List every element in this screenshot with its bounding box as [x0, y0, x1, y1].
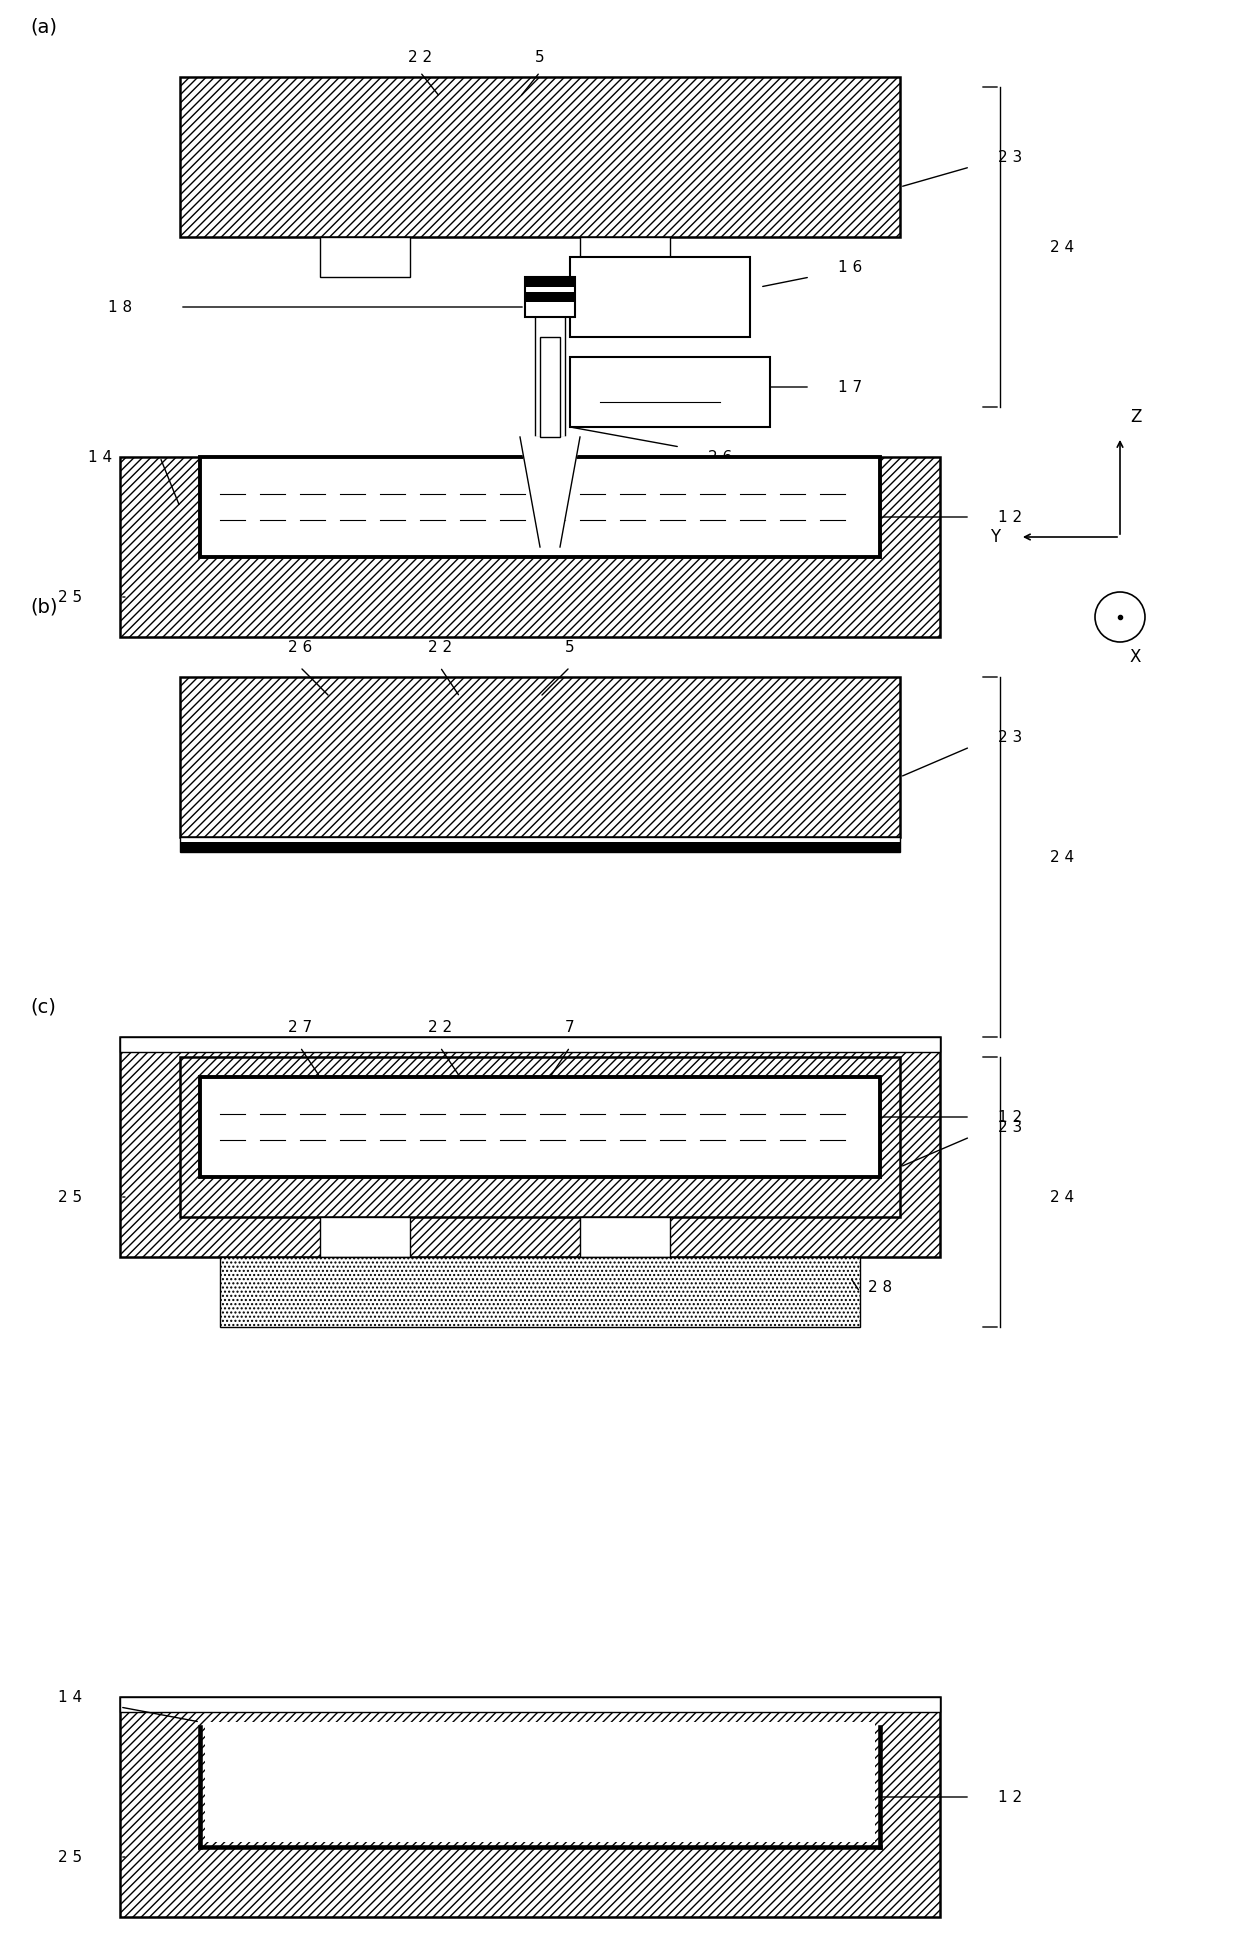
Text: 1 4: 1 4 [58, 1689, 82, 1705]
Text: 2 4: 2 4 [1050, 850, 1074, 864]
Text: 2 5: 2 5 [58, 1189, 82, 1205]
Bar [320, 236, 410, 277]
Text: 1 4: 1 4 [88, 449, 112, 465]
Text: 2 8: 2 8 [868, 1280, 892, 1294]
Bar [580, 1216, 670, 1257]
Polygon shape [520, 438, 580, 546]
Text: 5: 5 [565, 639, 575, 655]
Text: 5: 5 [536, 50, 544, 64]
Text: 2 7: 2 7 [288, 1019, 312, 1034]
Bar [525, 292, 575, 302]
Text: 2 5: 2 5 [58, 589, 82, 604]
Text: 1 2: 1 2 [998, 1790, 1022, 1805]
Text: 2 6: 2 6 [708, 449, 732, 465]
Text: 2 2: 2 2 [428, 1019, 453, 1034]
Bar [525, 277, 575, 318]
Bar [534, 277, 565, 438]
Text: 2 2: 2 2 [408, 50, 432, 64]
Text: 1 7: 1 7 [838, 380, 862, 395]
Bar [120, 1697, 940, 1712]
Text: 2 3: 2 3 [998, 730, 1022, 744]
Text: 1 2: 1 2 [998, 1110, 1022, 1125]
Text: (c): (c) [30, 998, 56, 1017]
Bar [120, 1036, 940, 1257]
Text: 1 8: 1 8 [108, 300, 133, 314]
Text: 1 6: 1 6 [838, 260, 862, 275]
Bar [580, 236, 670, 277]
Bar [180, 837, 900, 852]
Text: 2 4: 2 4 [1050, 240, 1074, 254]
Bar [570, 258, 750, 337]
Text: 2 2: 2 2 [428, 639, 453, 655]
Text: Y: Y [990, 529, 999, 546]
Bar [180, 77, 900, 236]
Bar [219, 1257, 861, 1327]
Bar [180, 1058, 900, 1216]
Bar [120, 1036, 940, 1052]
Text: (a): (a) [30, 17, 57, 37]
Text: Z: Z [1130, 409, 1141, 426]
Bar [205, 1722, 875, 1842]
Text: 2 5: 2 5 [58, 1850, 82, 1865]
Bar [180, 678, 900, 837]
Text: 2 3: 2 3 [998, 1120, 1022, 1135]
Text: 1 2: 1 2 [998, 509, 1022, 525]
Bar [200, 1077, 880, 1178]
Text: (b): (b) [30, 597, 57, 616]
Text: 2 3: 2 3 [998, 149, 1022, 165]
Bar [525, 277, 575, 287]
Text: 2 4: 2 4 [1050, 1189, 1074, 1205]
Bar [320, 1216, 410, 1257]
Bar [120, 457, 940, 637]
Bar [539, 337, 560, 438]
Text: X: X [1130, 649, 1141, 666]
Bar [200, 457, 880, 558]
Bar [120, 1697, 940, 1918]
Bar [570, 356, 770, 426]
Text: 7: 7 [565, 1019, 575, 1034]
Bar [180, 843, 900, 852]
Text: 2 6: 2 6 [288, 639, 312, 655]
